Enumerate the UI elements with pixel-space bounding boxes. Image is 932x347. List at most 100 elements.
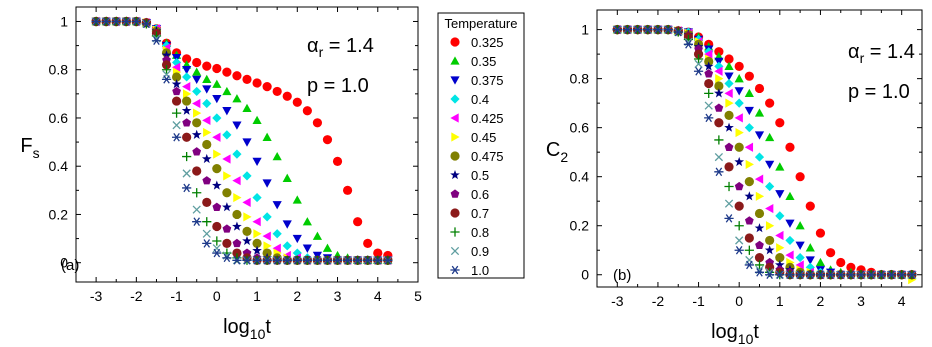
- data-point: [312, 231, 323, 240]
- data-point: [714, 135, 724, 145]
- data-point: [182, 54, 192, 64]
- data-point: [182, 96, 192, 106]
- data-point: [714, 66, 723, 76]
- data-point: [734, 98, 744, 108]
- x-tick-label: 2: [817, 293, 825, 309]
- data-point: [693, 49, 704, 59]
- legend-label: 0.375: [471, 73, 504, 88]
- data-point: [785, 250, 794, 260]
- data-point: [121, 17, 131, 26]
- data-point: [202, 197, 212, 207]
- data-point: [353, 217, 363, 227]
- data-point: [714, 47, 724, 57]
- data-point: [161, 60, 172, 70]
- data-point: [825, 270, 836, 280]
- data-point: [704, 88, 714, 98]
- legend-marker: [450, 265, 460, 275]
- data-point: [182, 66, 192, 75]
- data-point: [734, 245, 744, 255]
- data-point: [734, 201, 744, 211]
- data-point: [342, 185, 353, 195]
- data-point: [202, 115, 211, 125]
- data-point: [785, 235, 795, 246]
- legend-label: 0.45: [471, 130, 496, 145]
- data-point: [744, 191, 755, 201]
- x-axis-title: log10t: [223, 316, 271, 342]
- data-point: [734, 113, 743, 123]
- data-point: [282, 241, 292, 251]
- data-point: [775, 162, 785, 171]
- data-point: [292, 248, 302, 258]
- data-point: [282, 220, 292, 229]
- data-point: [222, 202, 232, 212]
- legend-marker: [450, 113, 459, 123]
- data-point: [795, 172, 805, 182]
- legend-marker: [450, 246, 460, 256]
- data-point: [232, 94, 242, 103]
- data-point: [785, 191, 795, 200]
- data-point: [232, 256, 242, 265]
- data-point: [765, 221, 775, 231]
- data-point: [633, 25, 643, 34]
- p-annotation: p = 1.0: [307, 75, 369, 97]
- data-points: [91, 16, 393, 265]
- data-point: [744, 106, 754, 116]
- y-tick-label: 0.4: [49, 158, 69, 174]
- data-point: [744, 142, 754, 152]
- legend-marker: [451, 132, 460, 142]
- x-tick-label: 4: [374, 288, 382, 304]
- data-point: [202, 74, 212, 84]
- panel-label: (b): [613, 267, 631, 284]
- y-tick-label: 0.6: [49, 110, 69, 126]
- data-point: [363, 256, 373, 265]
- data-point: [161, 75, 172, 84]
- data-point: [252, 238, 262, 249]
- data-point: [192, 67, 202, 76]
- data-point: [694, 59, 703, 69]
- data-point: [714, 167, 724, 177]
- data-point: [192, 166, 202, 176]
- legend-item: 0.375: [450, 73, 504, 88]
- series-0.6: [612, 25, 917, 279]
- legend-label: 0.475: [471, 149, 504, 164]
- data-point: [192, 147, 202, 156]
- data-point: [191, 129, 202, 139]
- data-point: [272, 256, 282, 265]
- alpha-value: = 1.4: [864, 41, 915, 63]
- data-point: [734, 142, 744, 152]
- data-point: [805, 256, 815, 265]
- data-point: [202, 176, 212, 185]
- data-point: [302, 244, 312, 253]
- data-point: [302, 106, 312, 116]
- data-point: [262, 231, 271, 241]
- legend-label: 0.5: [471, 168, 489, 183]
- x-axis-title-sub: 10: [738, 331, 754, 347]
- data-point: [795, 260, 804, 270]
- data-point: [212, 236, 222, 246]
- data-point: [272, 201, 282, 210]
- x-axis-title: log10t: [711, 321, 759, 347]
- data-point: [754, 223, 765, 233]
- data-point: [612, 25, 622, 34]
- data-point: [192, 205, 201, 214]
- legend-marker: [450, 56, 460, 65]
- data-point: [302, 256, 312, 265]
- legend-item: 0.425: [450, 111, 504, 126]
- data-point: [744, 233, 754, 243]
- data-point: [171, 79, 182, 89]
- legend-item: 0.4: [450, 92, 489, 107]
- data-point: [795, 241, 805, 250]
- alpha-annotation: αr = 1.4: [307, 35, 374, 60]
- data-point: [243, 212, 252, 222]
- legend-item: 0.35: [450, 54, 496, 69]
- data-point: [262, 179, 272, 188]
- data-point: [745, 159, 754, 170]
- data-point: [724, 72, 734, 81]
- y-axis-title-sub: s: [33, 145, 40, 161]
- data-point: [715, 74, 724, 84]
- y-axis-title-sub: 2: [560, 149, 568, 165]
- data-point: [693, 54, 704, 64]
- data-point: [272, 151, 282, 161]
- data-point: [252, 217, 261, 227]
- data-point: [805, 262, 815, 272]
